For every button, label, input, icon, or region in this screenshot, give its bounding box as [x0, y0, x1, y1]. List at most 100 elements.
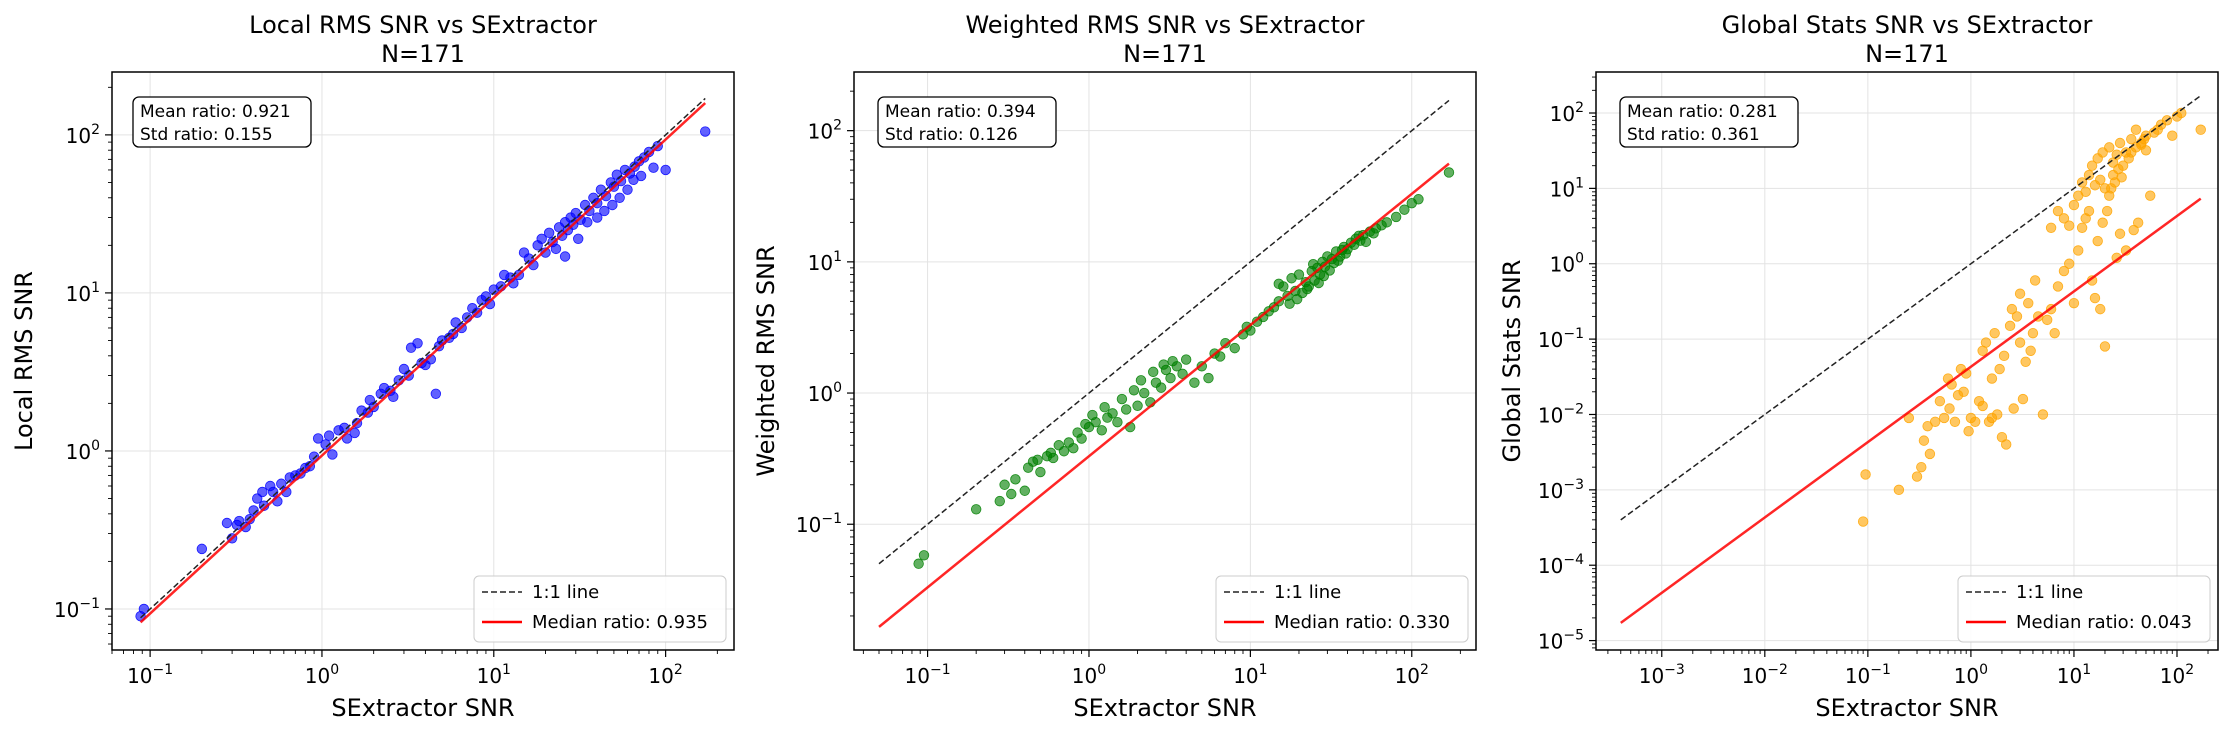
- scatter-point: [2064, 258, 2075, 269]
- y-tick-label: 100: [808, 380, 842, 406]
- axes-frame: [1595, 71, 2219, 651]
- scatter-point: [2068, 297, 2080, 309]
- scatter-point: [1963, 425, 1974, 437]
- scatter-point: [970, 504, 982, 515]
- scatter-point: [221, 517, 233, 529]
- scatter-point: [1399, 204, 1410, 215]
- plot-area: [878, 99, 1455, 628]
- median-ratio-line: [139, 102, 707, 624]
- scatter-point: [1969, 416, 1981, 427]
- scatter-point: [1053, 440, 1064, 451]
- scatter-point: [1307, 258, 1319, 270]
- y-tick-label: 101: [808, 249, 842, 275]
- scatter-point: [312, 433, 324, 444]
- scatter-point: [1112, 416, 1123, 428]
- scatter-point: [1099, 402, 1110, 413]
- scatter-point: [543, 227, 555, 239]
- legend: 1:1 line Median ratio: 0.043: [1957, 575, 2211, 643]
- scatter-point: [1167, 355, 1178, 367]
- identity-line: [878, 99, 1450, 565]
- scatter-point: [2195, 124, 2206, 135]
- x-tick-label: 101: [1233, 662, 1267, 688]
- scatter-point: [622, 184, 633, 195]
- chart-panel-local-rms: Local RMS SNR vs SExtractor N=171 10−1 10…: [10, 11, 735, 722]
- median-ratio-line: [1620, 197, 2202, 624]
- scatter-point: [2037, 409, 2049, 420]
- scatter-point: [1952, 390, 1964, 401]
- scatter-point: [2080, 186, 2091, 198]
- ticks: 10−3 10−2 10−1 100 101 102 10−5 10−4 10−3 10−2 10−…: [1538, 76, 2209, 688]
- chart-title: Weighted RMS SNR vs SExtractor: [965, 11, 1364, 39]
- scatter-point: [2058, 213, 2070, 224]
- scatter-point: [1139, 387, 1150, 399]
- scatter-point: [2114, 137, 2126, 149]
- scatter-point: [607, 199, 618, 211]
- chart-panel-global-stats: Global Stats SNR vs SExtractor N=171 10−…: [1498, 11, 2219, 722]
- scatter-point: [518, 247, 530, 258]
- scatter-point: [1302, 283, 1313, 295]
- x-tick-label: 102: [648, 662, 682, 688]
- y-tick-label: 101: [1550, 175, 1584, 201]
- axes-frame: [853, 71, 1477, 651]
- x-tick-label: 10−1: [127, 662, 173, 688]
- scatter-point: [1998, 350, 2010, 362]
- scatter-point: [536, 233, 547, 245]
- y-axis-label: Local RMS SNR: [10, 271, 38, 451]
- x-tick-label: 100: [305, 662, 339, 688]
- ticks: 10−1 100 101 102 10−1 100 101 102: [54, 86, 718, 688]
- x-tick-label: 10−3: [1639, 662, 1685, 688]
- scatter-point: [994, 495, 1005, 507]
- scatter-point: [1128, 385, 1140, 396]
- chart-panel-weighted-rms: Weighted RMS SNR vs SExtractor N=171 10−…: [752, 11, 1477, 722]
- scatter-point: [635, 170, 647, 182]
- scatter-point: [918, 550, 930, 561]
- scatter-point: [2099, 183, 2111, 194]
- x-tick-label: 100: [1954, 662, 1988, 688]
- scatter-point: [2014, 337, 2026, 348]
- scatter-point: [1293, 269, 1305, 280]
- stat-mean-ratio: Mean ratio: 0.281: [1627, 102, 1778, 122]
- scatter-point: [2025, 345, 2036, 356]
- scatter-point: [1096, 425, 1107, 436]
- scatter-point: [2132, 217, 2144, 228]
- scatter-point: [1944, 403, 1955, 414]
- scatter-point: [248, 505, 259, 516]
- y-axis-label: Global Stats SNR: [1498, 260, 1526, 463]
- scatter-point: [499, 269, 510, 281]
- stats-box: Mean ratio: 0.921 Std ratio: 0.155: [132, 96, 312, 148]
- scatter-point: [700, 126, 711, 137]
- scatter-point: [388, 391, 399, 403]
- scatter-point: [1006, 488, 1017, 500]
- x-tick-label: 10−2: [1742, 662, 1788, 688]
- scatter-point: [284, 472, 296, 483]
- scatter-point: [1332, 255, 1344, 266]
- scatter-point: [1135, 375, 1147, 386]
- scatter-point: [320, 439, 331, 450]
- legend-label-identity: 1:1 line: [2016, 582, 2083, 603]
- scatter-point: [1977, 400, 1988, 412]
- stat-mean-ratio: Mean ratio: 0.921: [140, 102, 291, 122]
- plot-area: [1620, 95, 2206, 624]
- scatter-point: [1368, 228, 1379, 239]
- scatter-point: [660, 164, 671, 176]
- scatter-point: [648, 162, 659, 173]
- scatter-point: [2104, 142, 2115, 153]
- scatter-point: [592, 212, 603, 223]
- scatter-point: [430, 388, 442, 399]
- scatter-point: [467, 303, 478, 314]
- ticks: 10−1 100 101 102 10−1 100 101 102: [796, 90, 1461, 688]
- scatter-point: [1949, 416, 1961, 427]
- scatter-point: [2052, 281, 2064, 292]
- scatter-point: [582, 217, 593, 228]
- scatter-point: [196, 543, 208, 555]
- scatter-point: [2041, 314, 2053, 326]
- scatter-point: [2111, 149, 2122, 160]
- y-tick-label: 102: [808, 118, 842, 144]
- scatter-point: [1120, 404, 1132, 415]
- y-tick-label: 100: [66, 438, 100, 464]
- x-tick-label: 101: [477, 662, 511, 688]
- y-tick-label: 10−4: [1538, 552, 1584, 578]
- scatter-point: [2068, 199, 2080, 211]
- scatter-point: [1390, 211, 1402, 223]
